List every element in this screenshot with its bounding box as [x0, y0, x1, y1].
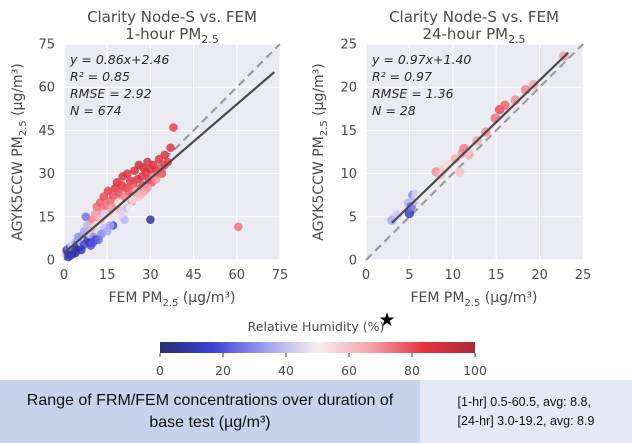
- right-plot-area: [366, 44, 583, 260]
- left-data-point: [64, 252, 73, 262]
- left-stat-line: RMSE = 2.92: [70, 86, 152, 101]
- right-y-tick-label: 15: [340, 124, 357, 139]
- left-data-point: [123, 169, 132, 178]
- left-stat-line: R² = 0.85: [70, 69, 130, 84]
- left-one-to-one-dashed-line: [63, 43, 281, 261]
- colorbar-tick-label: 0: [156, 363, 164, 378]
- right-chart-title-line1: Clarity Node-S vs. FEM: [389, 8, 559, 26]
- left-y-axis-label: AGYK5CCW PM2.5 (µg/m³): [10, 63, 29, 241]
- left-y-tick-label: 0: [47, 254, 55, 269]
- right-y-tick-label: 20: [340, 81, 357, 96]
- left-data-point: [82, 221, 92, 230]
- right-fit-line: [391, 51, 570, 224]
- colorbar-tick-label: 40: [278, 363, 294, 378]
- right-y-tick-labels: 0 5 10 15 20 25: [340, 38, 357, 269]
- left-data-point: [169, 123, 178, 132]
- left-x-tick-label: 45: [185, 268, 202, 283]
- left-y-tick-labels: 0 15 30 45 60 75: [38, 38, 55, 269]
- right-stat-line: RMSE = 1.36: [372, 86, 454, 101]
- left-x-axis-label: FEM PM2.5 (µg/m³): [109, 290, 236, 309]
- left-chart-title-line2: 1-hour PM2.5: [125, 25, 219, 46]
- right-y-tick-label: 0: [349, 254, 357, 269]
- left-data-point: [143, 183, 152, 193]
- right-stat-line: N = 28: [372, 103, 416, 118]
- left-y-tick-label: 45: [38, 124, 55, 139]
- left-x-tick-label: 75: [272, 268, 289, 283]
- right-x-axis-label: FEM PM2.5 (µg/m³): [411, 290, 538, 309]
- right-x-tick-label: 20: [531, 268, 548, 283]
- right-x-tick-label: 25: [575, 268, 592, 283]
- colorbar: Relative Humidity (%) ★ 0 20 40 60 80 100: [156, 310, 487, 378]
- right-data-point: [450, 154, 461, 164]
- right-y-axis-label: AGYK5CCW PM2.5 (µg/m³): [311, 63, 330, 241]
- colorbar-tick-label: 80: [404, 363, 420, 378]
- right-x-tick-label: 0: [362, 268, 370, 283]
- right-y-tick-label: 5: [349, 210, 357, 225]
- right-regression-line: [391, 51, 570, 224]
- right-data-point: [464, 149, 475, 160]
- colorbar-ticks: 0 20 40 60 80 100: [156, 353, 487, 378]
- left-x-tick-label: 30: [142, 268, 159, 283]
- right-stats-block: y = 0.97x+1.40 R² = 0.97 RMSE = 1.36 N = 28: [371, 52, 471, 118]
- left-data-point: [233, 222, 243, 232]
- left-data-point: [125, 203, 135, 213]
- left-stats-block: y = 0.86x+2.46 R² = 0.85 RMSE = 2.92 N = 67…: [69, 52, 169, 118]
- right-x-tick-label: 5: [405, 268, 413, 283]
- right-gridlines: [365, 43, 584, 261]
- footer-caption-line2: base test (µg/m³): [149, 413, 271, 431]
- colorbar-tick-label: 20: [215, 363, 231, 378]
- colorbar-label: Relative Humidity (%): [248, 319, 385, 334]
- left-x-tick-label: 60: [229, 268, 246, 283]
- left-y-tick-label: 60: [38, 81, 55, 96]
- right-data-point: [500, 100, 510, 111]
- left-x-tick-label: 0: [60, 268, 68, 283]
- left-data-point: [88, 238, 98, 248]
- left-data-point: [166, 143, 175, 152]
- right-y-tick-label: 25: [340, 38, 357, 53]
- colorbar-tick-label: 100: [463, 363, 487, 378]
- left-data-point: [81, 212, 91, 222]
- right-chart: Clarity Node-S vs. FEM 24-hour PM2.5 0 5 1…: [311, 8, 591, 309]
- left-regression-line: [63, 71, 275, 254]
- figure-canvas: Clarity Node-S vs. FEM 1-hour PM2.5 0 15 3…: [10, 8, 591, 378]
- right-x-tick-label: 10: [445, 268, 462, 283]
- left-data-point: [117, 209, 126, 219]
- footer-range-24hr: [24-hr] 3.0-19.2, avg: 8.9: [457, 413, 595, 428]
- left-chart-title-line1: Clarity Node-S vs. FEM: [87, 8, 257, 26]
- left-stat-line: y = 0.86x+2.46: [69, 52, 169, 67]
- left-data-point: [146, 215, 155, 224]
- footer-range-values: [1-hr] 0.5-60.5, avg: 8.8, [24-hr] 3.0-1…: [420, 380, 632, 443]
- right-x-tick-labels: 0 5 10 15 20 25: [362, 268, 591, 283]
- footer-range-caption: Range of FRM/FEM concentrations over dur…: [0, 380, 420, 443]
- right-data-point: [415, 192, 425, 203]
- right-y-tick-label: 10: [340, 167, 357, 182]
- left-data-point: [160, 150, 170, 160]
- colorbar-gradient: [160, 342, 475, 353]
- footer-caption-line1: Range of FRM/FEM concentrations over dur…: [26, 391, 394, 409]
- left-y-tick-label: 75: [38, 38, 55, 53]
- left-one-to-one-line: [63, 43, 281, 261]
- right-chart-title-line2: 24-hour PM2.5: [422, 25, 525, 46]
- left-x-tick-labels: 0 15 30 45 60 75: [60, 268, 288, 283]
- right-stat-line: R² = 0.97: [372, 69, 432, 84]
- footer-band: Range of FRM/FEM concentrations over dur…: [0, 380, 632, 443]
- left-x-tick-label: 15: [99, 268, 116, 283]
- left-data-point: [102, 226, 112, 236]
- left-y-tick-label: 15: [38, 210, 55, 225]
- right-scatter-points: [387, 51, 569, 226]
- left-stat-line: N = 674: [70, 103, 122, 118]
- right-data-point: [454, 167, 465, 177]
- left-fit-line: [63, 71, 275, 254]
- star-icon: ★: [378, 310, 395, 331]
- left-y-tick-label: 30: [38, 167, 55, 182]
- right-x-tick-label: 15: [488, 268, 505, 283]
- right-stat-line: y = 0.97x+1.40: [371, 52, 471, 67]
- footer-range-1hr: [1-hr] 0.5-60.5, avg: 8.8,: [457, 394, 591, 409]
- colorbar-tick-label: 60: [341, 363, 357, 378]
- left-chart: Clarity Node-S vs. FEM 1-hour PM2.5 0 15 3…: [10, 8, 288, 309]
